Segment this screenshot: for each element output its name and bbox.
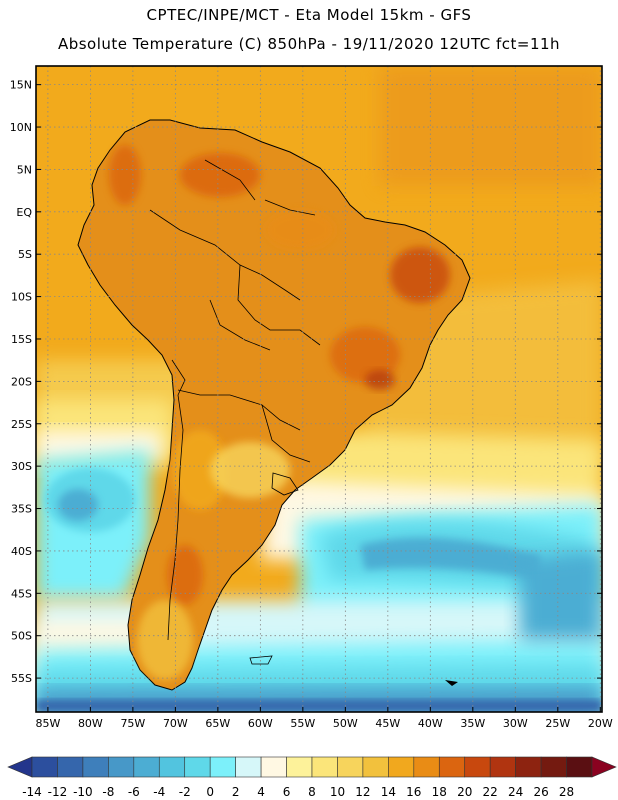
colorbar-tick: 20 [457, 785, 472, 799]
colorbar-tick: -10 [73, 785, 93, 799]
lat-label: 55S [11, 672, 32, 685]
lat-label: EQ [16, 206, 32, 219]
colorbar-box [489, 756, 516, 778]
colorbar-box [566, 756, 593, 778]
colorbar-tick: 0 [206, 785, 214, 799]
colorbar-tick: 16 [406, 785, 421, 799]
colorbar-tick: 2 [232, 785, 240, 799]
colorbar-tick: 6 [283, 785, 291, 799]
lon-label: 85W [35, 717, 60, 730]
lon-label: 70W [163, 717, 188, 730]
lon-label: 30W [503, 717, 528, 730]
colorbar-tick: -12 [48, 785, 68, 799]
colorbar-box [362, 756, 389, 778]
colorbar-box [209, 756, 236, 778]
colorbar [7, 756, 617, 778]
colorbar-box [133, 756, 160, 778]
colorbar-arrow-low [7, 756, 33, 778]
lat-label: 15N [10, 79, 32, 92]
colorbar-box [286, 756, 313, 778]
colorbar-tick: 26 [533, 785, 548, 799]
colorbar-box [31, 756, 58, 778]
colorbar-box [540, 756, 567, 778]
latitude-labels: 15N 10N 5N EQ 5S 10S 15S 20S 25S 30S 35S 40S 45S 50S 5… [10, 79, 602, 685]
colorbar-tick: 28 [559, 785, 574, 799]
lat-label: 5N [17, 163, 32, 176]
lon-label: 45W [375, 717, 400, 730]
lon-label: 80W [78, 717, 103, 730]
lat-label: 15S [11, 333, 32, 346]
colorbar-box [260, 756, 287, 778]
temperature-field [36, 66, 602, 712]
colorbar-tick: -14 [22, 785, 42, 799]
lon-label: 35W [460, 717, 485, 730]
colorbar-box [515, 756, 542, 778]
colorbar-box [311, 756, 338, 778]
lon-label: 55W [290, 717, 315, 730]
colorbar-tick: -2 [179, 785, 191, 799]
colorbar-box [413, 756, 440, 778]
colorbar-box [158, 756, 186, 778]
lat-label: 10S [11, 291, 32, 304]
colorbar-tick-labels: -14 -12 -10 -8 -6 -4 -2 0 2 4 6 8 10 12 14 16 18 20 22 24 26… [22, 785, 574, 799]
colorbar-tick: 12 [355, 785, 370, 799]
lon-label: 25W [545, 717, 570, 730]
colorbar-tick: 10 [330, 785, 345, 799]
lat-label: 25S [11, 418, 32, 431]
colorbar-tick: 4 [257, 785, 265, 799]
colorbar-tick: 14 [381, 785, 396, 799]
colorbar-tick: 24 [508, 785, 523, 799]
colorbar-tick: 18 [432, 785, 447, 799]
colorbar-box [235, 756, 262, 778]
lon-label: 50W [333, 717, 358, 730]
lat-label: 40S [11, 545, 32, 558]
lat-label: 30S [11, 460, 32, 473]
country-borders [149, 159, 321, 641]
lat-label: 10N [10, 121, 32, 134]
lon-label: 20W [588, 717, 613, 730]
map-frame [35, 65, 603, 713]
longitude-labels: 85W 80W 75W 70W 65W 60W 55W 50W 45W 40W 35W 30W 25W 2… [35, 707, 613, 730]
colorbar-tick: -6 [128, 785, 140, 799]
warm-anomalies [109, 145, 450, 680]
lon-label: 65W [205, 717, 230, 730]
map-title: CPTEC/INPE/MCT - Eta Model 15km - GFS [146, 6, 472, 24]
lon-label: 40W [418, 717, 443, 730]
colorbar-arrow-high [591, 756, 617, 778]
colorbar-tick: -4 [153, 785, 165, 799]
lat-label: 35S [11, 503, 32, 516]
colorbar-box [438, 756, 466, 778]
colorbar-tick: 8 [308, 785, 316, 799]
lat-label: 50S [11, 630, 32, 643]
lat-label: 45S [11, 587, 32, 600]
lat-label: 5S [18, 248, 32, 261]
colorbar-box [82, 756, 109, 778]
map-subtitle: Absolute Temperature (C) 850hPa - 19/11/… [57, 35, 561, 53]
colorbar-box [57, 756, 84, 778]
colorbar-box [388, 756, 415, 778]
colorbar-box [464, 756, 491, 778]
colorbar-tick: -8 [102, 785, 114, 799]
colorbar-tick: 22 [483, 785, 498, 799]
colorbar-box [108, 756, 135, 778]
colorbar-box [337, 756, 364, 778]
colorbar-box [184, 756, 211, 778]
lon-label: 60W [248, 717, 273, 730]
lon-label: 75W [120, 717, 145, 730]
lat-label: 20S [11, 375, 32, 388]
